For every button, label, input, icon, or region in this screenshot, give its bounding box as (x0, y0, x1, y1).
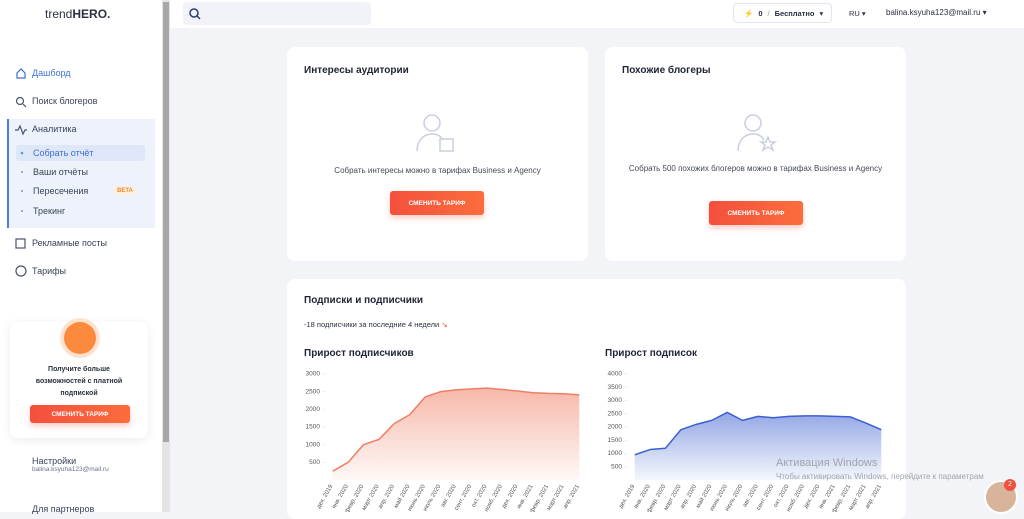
logo-bold: HERO. (72, 7, 111, 21)
submenu-item[interactable]: Трекинг (33, 206, 66, 216)
settings-email: balina.ksyuha123@mail.ru (32, 466, 109, 473)
logo-text: trend (45, 7, 73, 21)
lang-text: RU (849, 9, 860, 18)
chart-title: Прирост подписчиков (304, 348, 414, 359)
menu-item[interactable]: Поиск блогеров (32, 96, 98, 106)
area (634, 412, 882, 480)
y-tick-label: 2500 (608, 410, 623, 417)
card-button[interactable]: СМЕНИТЬ ТАРИФ (709, 201, 803, 225)
logo: trendHERO. (45, 7, 110, 21)
y-tick-label: 4000 (608, 371, 623, 378)
user[interactable]: balina.ksyuha123@mail.ru ▾ (886, 8, 987, 17)
promo-text: Получите больше возможностей с платной п… (35, 366, 123, 397)
promo-button[interactable]: СМЕНИТЬ ТАРИФ (30, 405, 130, 423)
card-text: Собрать интересы можно в тарифах Busines… (334, 166, 541, 175)
y-tick-label: 1500 (306, 424, 321, 431)
y-tick-label: 3000 (608, 397, 623, 404)
submenu-item[interactable]: Пересечения (33, 186, 89, 196)
analytics-section (7, 119, 155, 228)
watermark-title: Активация Windows (776, 457, 878, 469)
search-box[interactable] (183, 2, 371, 25)
menu-item[interactable]: Дашборд (32, 68, 71, 78)
chart-title: Прирост подписок (605, 348, 697, 359)
lang[interactable]: RU ▾ (849, 9, 866, 18)
y-tick-label: 2000 (306, 406, 321, 413)
line (634, 411, 882, 456)
y-tick-label: 500 (309, 459, 320, 466)
card-title: Подписки и подписчики (304, 295, 424, 306)
menu-item[interactable]: Рекламные посты (32, 238, 108, 248)
sidebar: trendHERO. Дашборд Поиск блогеров Аналит… (0, 0, 162, 514)
watermark-text: Чтобы активировать Windows, перейдите к … (776, 472, 984, 481)
menu-icons (15, 68, 27, 277)
y-tick-label: 1000 (608, 450, 623, 457)
active-item (16, 145, 145, 161)
summary: -18 подписчики за последние 4 недели ↘ (304, 320, 448, 329)
settings[interactable]: Настройки (32, 456, 77, 466)
submenu-item[interactable]: Собрать отчёт (33, 148, 94, 158)
menu-item[interactable]: Аналитика (32, 124, 77, 134)
area (332, 388, 580, 480)
card-title: Интересы аудитории (304, 65, 409, 76)
card-title: Похожие блогеры (622, 65, 711, 76)
trend-arrow: ↘ (441, 320, 448, 329)
scroll-thumb (163, 2, 169, 442)
credits: 0 (758, 8, 763, 18)
card-text: Собрать 500 похожих блогеров можно в тар… (628, 164, 883, 173)
card: Похожие блогеры Собрать 500 похожих блог… (605, 47, 906, 261)
line (332, 387, 580, 472)
user-email: balina.ksyuha123@mail.ru (886, 8, 981, 17)
caret: ▾ (819, 8, 824, 18)
submenu-item[interactable]: Ваши отчёты (33, 167, 88, 177)
menu-item[interactable]: Тарифы (32, 266, 67, 276)
y-tick-label: 1500 (608, 437, 623, 444)
scrollbar (162, 0, 170, 512)
partners[interactable]: Для партнеров (32, 504, 95, 514)
plan: Бесплатно (774, 8, 815, 18)
promo-card: Получите больше возможностей с платной п… (10, 322, 148, 438)
bolt: ⚡ (744, 8, 754, 18)
topbar: ⚡ 0 / Бесплатно ▾ RU ▾ balina.ksyuha123@mail… (170, 0, 1024, 28)
separator: / (767, 8, 770, 18)
y-tick-label: 2000 (608, 424, 623, 431)
beta-badge: BETA (114, 187, 136, 195)
y-tick-label: 1000 (306, 441, 321, 448)
y-tick-label: 3500 (608, 384, 623, 391)
plan-box[interactable]: ⚡ 0 / Бесплатно ▾ (733, 3, 832, 23)
y-tick-label: 3000 (306, 371, 321, 378)
y-tick-label: 500 (611, 463, 622, 470)
card-button[interactable]: СМЕНИТЬ ТАРИФ (390, 191, 484, 215)
summary-text: -18 подписчики за последние 4 недели (304, 320, 440, 329)
search-icon (189, 8, 201, 20)
card: Интересы аудитории Собрать интересы можн… (287, 47, 588, 261)
y-tick-label: 2500 (306, 388, 321, 395)
card-icon (737, 114, 778, 152)
card-icon (416, 114, 454, 152)
notification-badge: 2 (1004, 479, 1016, 491)
promo-icon (64, 322, 96, 354)
